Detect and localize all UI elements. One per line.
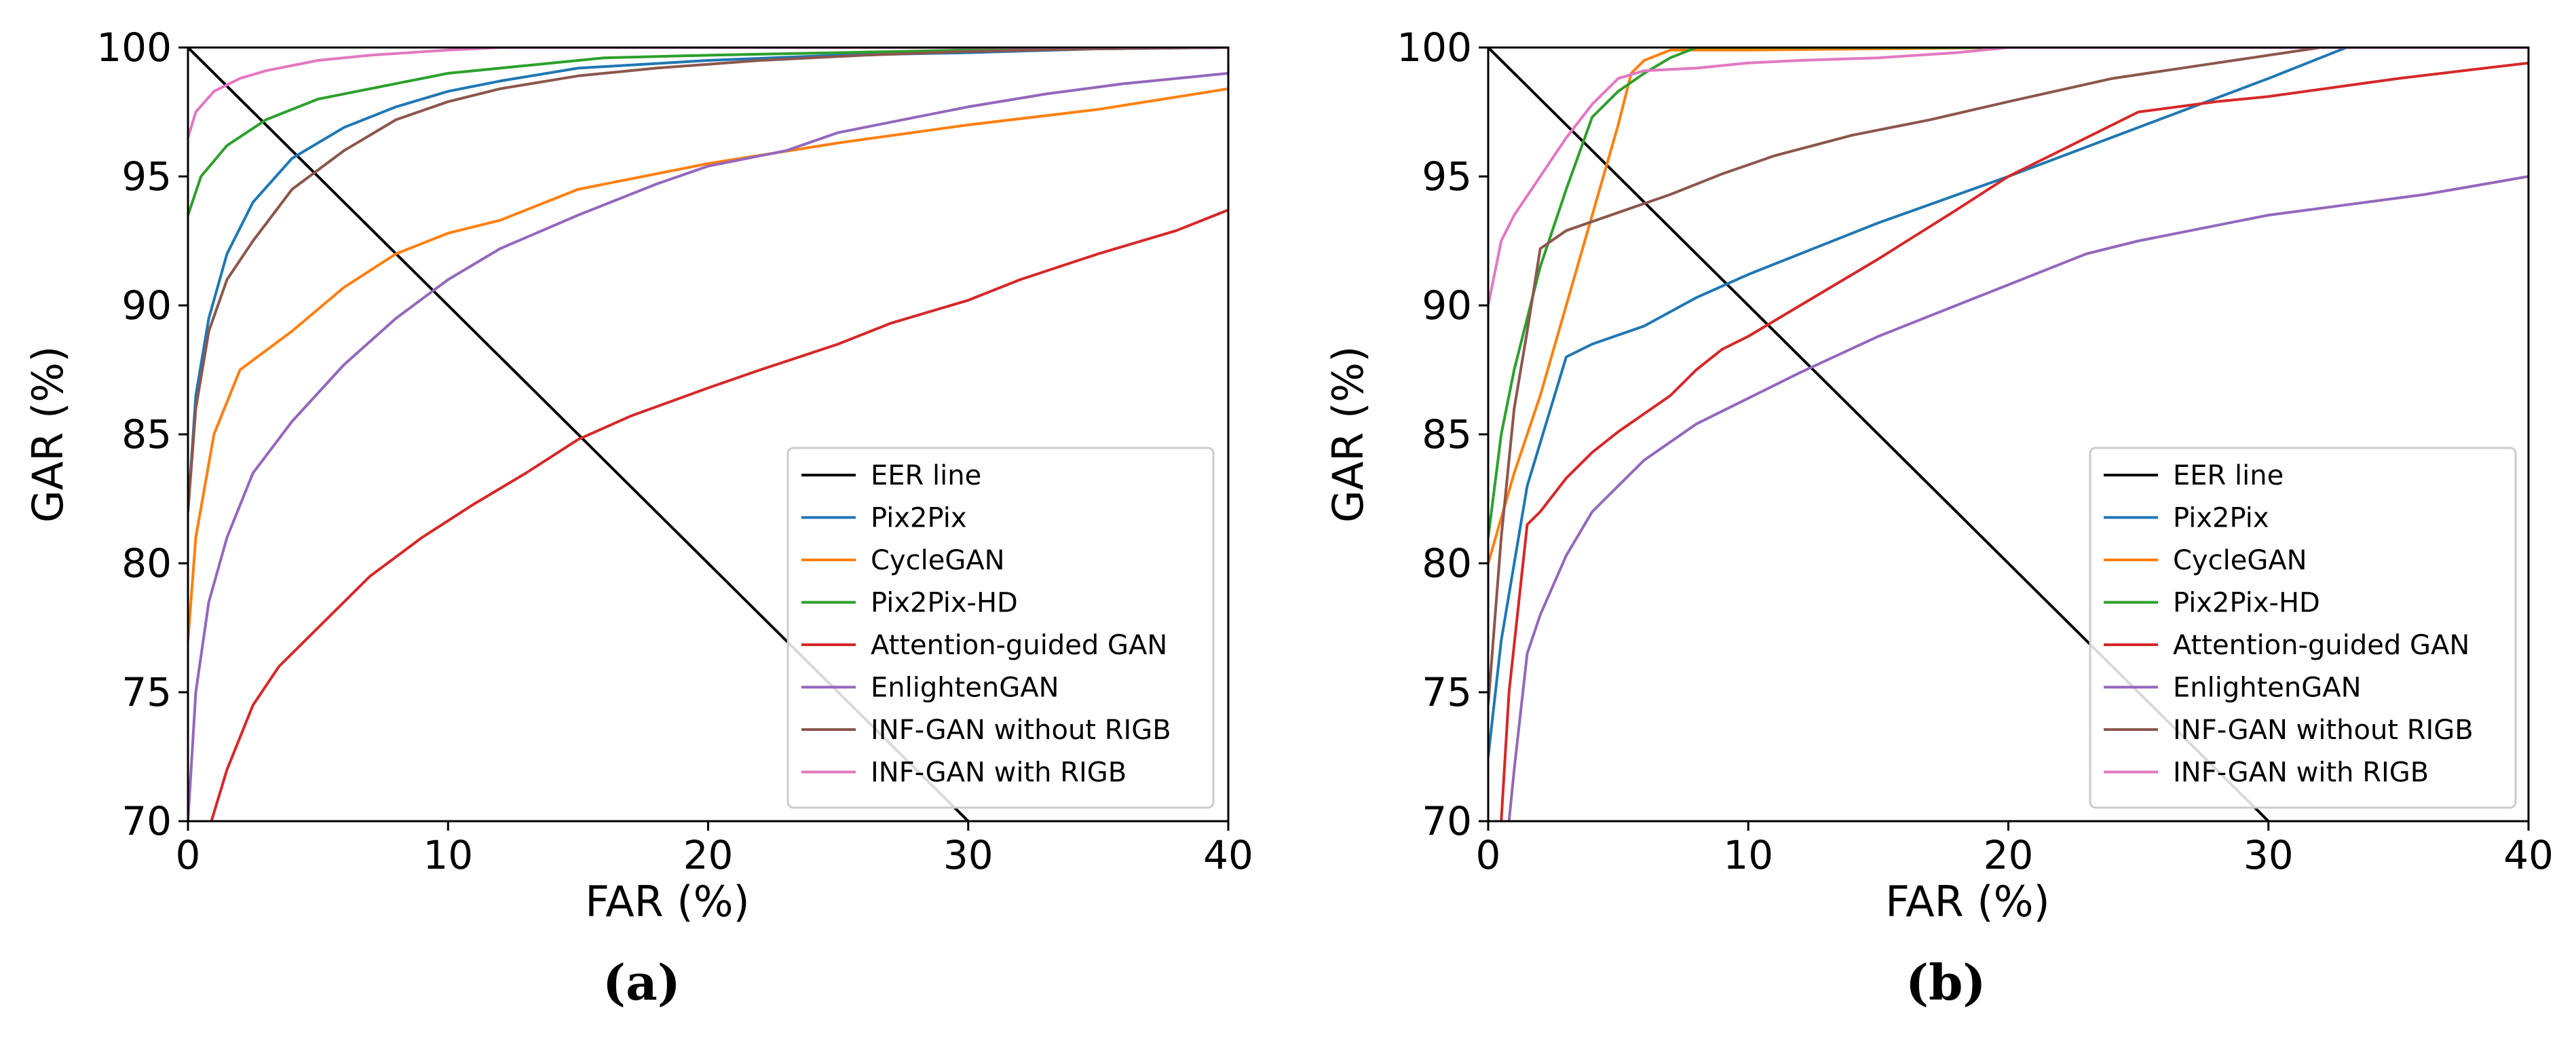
y-tick-label: 90 bbox=[121, 282, 172, 328]
series-layer bbox=[188, 48, 1228, 821]
y-tick-label: 75 bbox=[1422, 669, 1472, 715]
x-tick-label: 20 bbox=[1984, 832, 2034, 878]
legend: EER line Pix2Pix CycleGAN Pix2Pix-HD Attenti… bbox=[2089, 447, 2517, 809]
y-tick-label: 100 bbox=[1397, 24, 1472, 71]
y-tick-label: 70 bbox=[121, 798, 172, 844]
legend-entry: INF-GAN without RIGB bbox=[2173, 715, 2474, 746]
series-line-5 bbox=[1507, 175, 2528, 821]
legend-entry: Pix2Pix-HD bbox=[2173, 588, 2320, 619]
series-line-3 bbox=[1488, 48, 2528, 538]
series-line-3 bbox=[188, 48, 1228, 216]
y-tick-label: 80 bbox=[1422, 540, 1472, 586]
legend-entry: EnlightenGAN bbox=[2173, 673, 2362, 704]
series-layer bbox=[1488, 48, 2528, 821]
chart-panel-0: 0 10 20 30 40 70 75 80 85 90 95 100 FAR (%) GAR (%) EE… bbox=[23, 24, 1253, 926]
legend-entry: CycleGAN bbox=[2173, 545, 2307, 576]
legend-entry: Attention-guided GAN bbox=[2173, 630, 2469, 661]
x-tick-label: 40 bbox=[2503, 832, 2554, 878]
x-tick-label: 0 bbox=[176, 832, 201, 878]
y-axis-label: GAR (%) bbox=[23, 346, 73, 523]
x-tick-label: 30 bbox=[2243, 832, 2294, 878]
x-tick-label: 40 bbox=[1203, 832, 1253, 878]
legend-entry: INF-GAN with RIGB bbox=[2173, 757, 2429, 789]
y-axis-label: GAR (%) bbox=[1323, 346, 1373, 523]
legend-entry: EER line bbox=[2173, 460, 2284, 491]
panel-a-caption: (a) bbox=[603, 954, 681, 1011]
series-line-4 bbox=[210, 208, 1228, 821]
series-line-2 bbox=[188, 87, 1228, 641]
y-tick-label: 85 bbox=[121, 411, 172, 457]
legend-entry: EnlightenGAN bbox=[871, 673, 1059, 704]
series-line-6 bbox=[1488, 48, 2528, 706]
y-tick-label: 95 bbox=[121, 153, 172, 200]
legend-entry: Attention-guided GAN bbox=[871, 630, 1167, 661]
legend-entry: EER line bbox=[871, 460, 981, 491]
y-tick-label: 75 bbox=[121, 669, 172, 715]
y-tick-label: 70 bbox=[1422, 798, 1472, 844]
y-tick-label: 100 bbox=[96, 24, 172, 71]
x-axis-label: FAR (%) bbox=[585, 877, 749, 926]
x-tick-label: 20 bbox=[683, 832, 734, 878]
legend-entry: Pix2Pix bbox=[871, 503, 967, 534]
series-line-6 bbox=[188, 48, 1228, 512]
y-tick-label: 80 bbox=[121, 540, 172, 586]
chart-panel-1: 0 10 20 30 40 70 75 80 85 90 95 100 FAR (%) GAR (%) EE… bbox=[1323, 24, 2554, 926]
series-line-7 bbox=[188, 48, 1228, 138]
series-line-1 bbox=[1488, 48, 2347, 757]
x-tick-label: 10 bbox=[423, 832, 473, 878]
legend-entry: CycleGAN bbox=[871, 545, 1005, 576]
legend-entry: Pix2Pix-HD bbox=[871, 588, 1018, 619]
panel-b-caption: (b) bbox=[1906, 954, 1986, 1011]
x-tick-label: 10 bbox=[1723, 832, 1773, 878]
y-tick-label: 85 bbox=[1422, 411, 1472, 457]
legend-entry: INF-GAN without RIGB bbox=[871, 715, 1171, 746]
y-tick-label: 95 bbox=[1422, 153, 1472, 200]
legend-box bbox=[787, 447, 1215, 809]
series-line-5 bbox=[188, 72, 1228, 821]
series-line-7 bbox=[1488, 48, 2528, 306]
legend-box bbox=[2089, 447, 2517, 809]
x-tick-label: 0 bbox=[1476, 832, 1501, 878]
y-tick-label: 90 bbox=[1422, 282, 1472, 328]
legend-entry: INF-GAN with RIGB bbox=[871, 757, 1126, 789]
x-axis-label: FAR (%) bbox=[1885, 877, 2049, 926]
legend-entry: Pix2Pix bbox=[2173, 503, 2269, 534]
x-tick-label: 30 bbox=[943, 832, 993, 878]
series-line-4 bbox=[1500, 61, 2528, 821]
series-line-1 bbox=[188, 48, 1228, 512]
legend: EER line Pix2Pix CycleGAN Pix2Pix-HD Attenti… bbox=[787, 447, 1215, 809]
